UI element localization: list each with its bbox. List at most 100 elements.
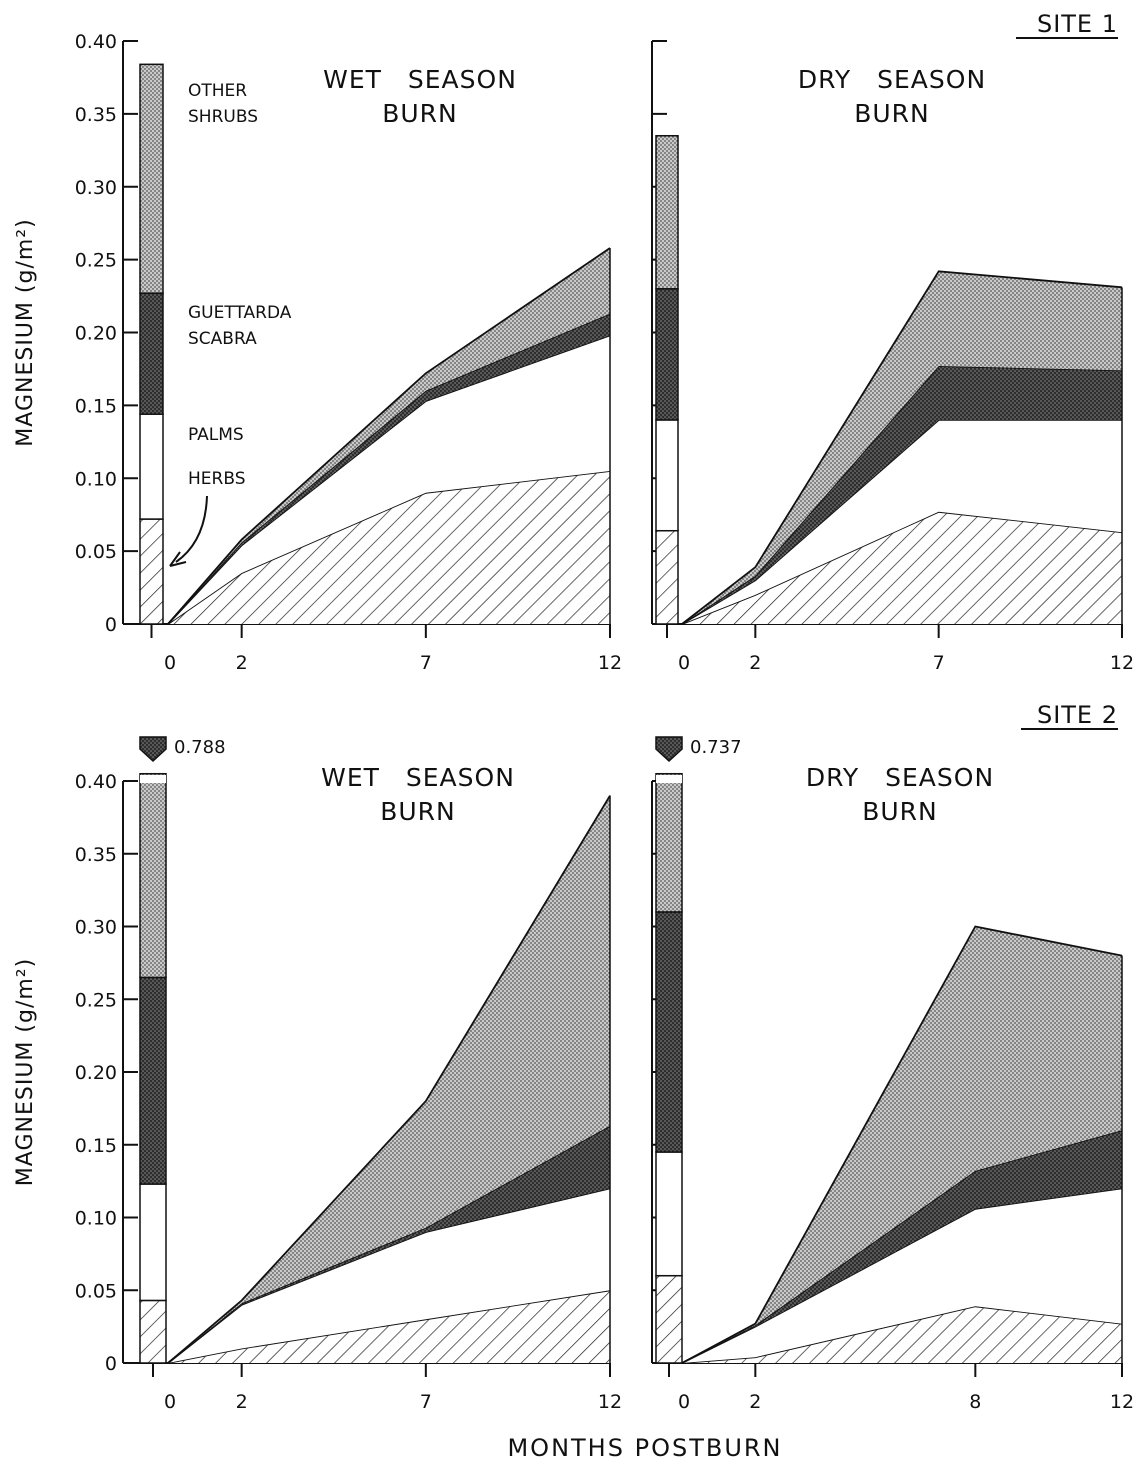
preburn-total-label: 0.788	[174, 737, 226, 758]
x-tick-label-preburn: 0	[678, 652, 690, 674]
x-tick-label: 8	[969, 1391, 981, 1413]
preburn-bar-other-shrubs	[139, 63, 164, 294]
area-other-shrubs	[168, 248, 610, 624]
preburn-total-label: 0.737	[690, 737, 742, 758]
preburn-bar-palms	[139, 1183, 167, 1302]
area-line-guettarda-scabra	[167, 1125, 611, 1364]
preburn-bar-other-shrubs	[655, 772, 683, 913]
x-tick-label: 12	[1110, 1391, 1134, 1413]
area-guettarda-scabra	[168, 1125, 610, 1363]
preburn-bar-other-shrubs	[139, 772, 167, 979]
preburn-bar-palms	[139, 413, 164, 520]
preburn-bar-break	[140, 775, 166, 783]
area-line-herbs	[167, 470, 611, 625]
y-tick-label: 0.30	[75, 177, 117, 199]
panel-site1-wet: WET SEASON BURN 0 0.05 0.10 0.15 0.20 0.25 0.30 0…	[13, 31, 622, 674]
y-tick-label: 0.15	[75, 395, 117, 417]
area-line-guettarda-scabra	[167, 312, 611, 625]
y-axis-title: MAGNESIUM (g/m²)	[13, 218, 38, 446]
area-guettarda-scabra	[168, 313, 610, 624]
preburn-bar-herbs	[139, 518, 164, 625]
y-axis-title: MAGNESIUM (g/m²)	[13, 958, 38, 1186]
panel-title-line1: DRY SEASON	[806, 763, 994, 792]
site-1-label: SITE 1	[1037, 10, 1118, 38]
preburn-bar-herbs	[655, 1274, 683, 1364]
x-tick-label: 7	[420, 1391, 432, 1413]
preburn-bar-palms	[655, 1151, 683, 1277]
preburn-bar-guettarda-scabra	[655, 911, 683, 1153]
x-tick-label: 7	[420, 652, 432, 674]
preburn-overflow-cap	[139, 736, 167, 763]
area-other-shrubs	[682, 926, 1122, 1363]
panel-site2-dry: DRY SEASON BURN 0 2 8 12 0.737	[651, 736, 1134, 1413]
area-herbs	[168, 471, 610, 624]
area-palms	[168, 1188, 610, 1363]
x-tick-label: 2	[749, 1391, 761, 1413]
area-guettarda-scabra	[682, 366, 1122, 624]
area-line-other-shrubs	[681, 270, 1123, 625]
area-other-shrubs	[168, 795, 610, 1363]
area-line-other-shrubs	[681, 925, 1123, 1364]
y-tick-label: 0.10	[75, 1208, 117, 1230]
preburn-bar-break	[656, 775, 682, 783]
area-palms	[682, 419, 1122, 624]
legend-herbs: HERBS	[188, 469, 246, 489]
preburn-bar-herbs	[139, 1299, 167, 1364]
panel-site2-wet: WET SEASON BURN 0 0.05 0.10 0.15 0.20 0.25 0.30 0…	[13, 736, 622, 1413]
panel-site1-dry: DRY SEASON BURN 0 2 7 12	[651, 40, 1134, 674]
panel-title-line1: WET SEASON	[323, 65, 517, 94]
panel-title-line2: BURN	[380, 797, 456, 826]
y-tick-label: 0	[105, 1353, 117, 1375]
preburn-bar-guettarda-scabra	[139, 976, 167, 1185]
preburn-bar-guettarda-scabra	[655, 288, 679, 421]
x-tick-label: 2	[236, 1391, 248, 1413]
x-tick-label-preburn: 0	[678, 1391, 690, 1413]
y-tick-label: 0.15	[75, 1135, 117, 1157]
x-tick-label-preburn: 0	[164, 1391, 176, 1413]
panel-title-line1: WET SEASON	[321, 763, 515, 792]
legend-other-shrubs-line2: SHRUBS	[188, 107, 258, 127]
x-tick-label: 7	[933, 652, 945, 674]
area-palms	[682, 1188, 1122, 1363]
y-tick-label: 0.40	[75, 31, 117, 53]
y-tick-label: 0.25	[75, 250, 117, 272]
y-tick-label: 0.35	[75, 104, 117, 126]
x-tick-label-preburn: 0	[164, 652, 176, 674]
y-tick-label: 0.40	[75, 771, 117, 793]
area-line-palms	[167, 334, 611, 625]
x-tick-label: 12	[598, 652, 622, 674]
legend: OTHER SHRUBS GUETTARDA SCABRA PALMS HERB…	[169, 81, 292, 567]
y-tick-label: 0.35	[75, 844, 117, 866]
y-tick-label: 0.05	[75, 1280, 117, 1302]
y-tick-label: 0.10	[75, 468, 117, 490]
preburn-bar-herbs	[655, 529, 679, 625]
area-palms	[168, 335, 610, 624]
legend-guettarda-line1: GUETTARDA	[188, 303, 292, 323]
preburn-overflow-cap	[655, 736, 683, 763]
preburn-bar-other-shrubs	[655, 134, 679, 290]
legend-other-shrubs-line1: OTHER	[188, 81, 247, 101]
x-tick-label: 12	[1110, 652, 1134, 674]
legend-guettarda-line2: SCABRA	[188, 329, 257, 349]
y-tick-label: 0.20	[75, 1062, 117, 1084]
area-other-shrubs	[682, 271, 1122, 624]
preburn-bar-guettarda-scabra	[139, 292, 164, 415]
x-tick-label: 2	[236, 652, 248, 674]
y-tick-label: 0.05	[75, 541, 117, 563]
area-line-other-shrubs	[167, 247, 611, 625]
area-guettarda-scabra	[682, 1130, 1122, 1363]
y-tick-label: 0.30	[75, 917, 117, 939]
area-line-herbs	[167, 1289, 611, 1364]
panel-title-line2: BURN	[382, 99, 458, 128]
herbs-pointer-arrow	[175, 495, 208, 563]
site-2-label: SITE 2	[1037, 701, 1118, 729]
panel-title-line2: BURN	[862, 797, 938, 826]
panel-title-line2: BURN	[854, 99, 930, 128]
x-tick-label: 12	[598, 1391, 622, 1413]
herbs-pointer-arrowhead	[169, 551, 187, 567]
area-line-other-shrubs	[167, 795, 611, 1364]
x-axis-title: MONTHS POSTBURN	[507, 1434, 782, 1462]
y-tick-label: 0	[105, 614, 117, 636]
y-tick-label: 0.20	[75, 323, 117, 345]
